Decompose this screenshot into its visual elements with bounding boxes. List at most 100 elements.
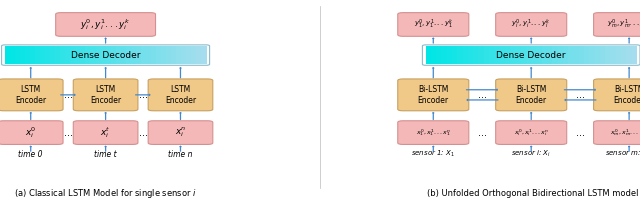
Bar xyxy=(141,46,147,64)
Bar xyxy=(447,46,452,64)
Bar xyxy=(616,46,621,64)
Text: Bi-LSTM
Encoder: Bi-LSTM Encoder xyxy=(516,85,547,105)
Bar xyxy=(426,46,431,64)
Bar xyxy=(611,46,616,64)
Bar xyxy=(181,46,187,64)
Bar xyxy=(45,46,51,64)
Text: $x_i^t$: $x_i^t$ xyxy=(100,125,111,140)
FancyBboxPatch shape xyxy=(56,13,156,36)
Bar xyxy=(494,46,500,64)
Bar xyxy=(25,46,31,64)
Bar xyxy=(125,46,131,64)
Bar xyxy=(489,46,495,64)
Bar xyxy=(515,46,521,64)
Bar xyxy=(510,46,516,64)
FancyBboxPatch shape xyxy=(594,79,640,111)
Text: $x_i^n$: $x_i^n$ xyxy=(175,126,186,139)
Bar xyxy=(171,46,177,64)
Bar xyxy=(50,46,56,64)
Bar xyxy=(35,46,41,64)
Bar xyxy=(20,46,26,64)
Bar xyxy=(520,46,527,64)
Bar xyxy=(536,46,543,64)
Bar xyxy=(595,46,600,64)
Bar xyxy=(156,46,162,64)
Bar xyxy=(621,46,627,64)
Text: ...: ... xyxy=(478,90,487,100)
Bar xyxy=(589,46,595,64)
Bar xyxy=(547,46,553,64)
Bar xyxy=(473,46,479,64)
FancyBboxPatch shape xyxy=(495,13,567,36)
Bar xyxy=(573,46,579,64)
Bar xyxy=(136,46,141,64)
Bar xyxy=(116,46,122,64)
Text: $y_m^0, y_m^1 ... y_m^k$: $y_m^0, y_m^1 ... y_m^k$ xyxy=(607,18,640,31)
Text: sensor 1: $X_1$: sensor 1: $X_1$ xyxy=(412,149,455,159)
Text: ...: ... xyxy=(63,128,73,138)
Text: LSTM
Encoder: LSTM Encoder xyxy=(90,85,121,105)
Text: sensor m: $X_m$: sensor m: $X_m$ xyxy=(605,149,640,159)
Text: $y_i^0, y_i^1 ... y_i^k$: $y_i^0, y_i^1 ... y_i^k$ xyxy=(511,18,551,31)
Text: $y_i^0, y_i^1 ... y_i^k$: $y_i^0, y_i^1 ... y_i^k$ xyxy=(81,17,131,32)
Bar xyxy=(95,46,101,64)
Bar xyxy=(5,46,10,64)
FancyBboxPatch shape xyxy=(398,13,468,36)
FancyBboxPatch shape xyxy=(398,79,468,111)
Bar xyxy=(186,46,192,64)
Bar xyxy=(10,46,15,64)
Text: Dense Decoder: Dense Decoder xyxy=(71,51,140,60)
Bar xyxy=(176,46,182,64)
Bar xyxy=(436,46,442,64)
Bar xyxy=(505,46,511,64)
FancyBboxPatch shape xyxy=(73,121,138,144)
Bar xyxy=(81,46,86,64)
Bar xyxy=(579,46,584,64)
Bar xyxy=(632,46,637,64)
FancyBboxPatch shape xyxy=(148,79,212,111)
Bar xyxy=(166,46,172,64)
Text: Dense Decoder: Dense Decoder xyxy=(497,51,566,60)
FancyBboxPatch shape xyxy=(148,121,212,144)
Bar xyxy=(161,46,166,64)
FancyBboxPatch shape xyxy=(495,79,567,111)
Bar xyxy=(568,46,574,64)
Bar xyxy=(552,46,558,64)
Text: sensor i: $X_i$: sensor i: $X_i$ xyxy=(511,149,551,159)
Text: LSTM
Encoder: LSTM Encoder xyxy=(165,85,196,105)
Bar xyxy=(557,46,564,64)
Bar xyxy=(131,46,136,64)
Bar xyxy=(457,46,463,64)
Text: ...: ... xyxy=(576,128,585,138)
Bar xyxy=(468,46,474,64)
Bar xyxy=(600,46,605,64)
FancyBboxPatch shape xyxy=(0,121,63,144)
Bar xyxy=(563,46,569,64)
Text: Bi-LSTM
Encoder: Bi-LSTM Encoder xyxy=(418,85,449,105)
Bar xyxy=(499,46,506,64)
Text: $x_i^0, x_i^1 ... x_i^n$: $x_i^0, x_i^1 ... x_i^n$ xyxy=(514,127,548,138)
Text: time n: time n xyxy=(168,150,193,159)
Text: $y_1^0, y_1^1 ... y_1^k$: $y_1^0, y_1^1 ... y_1^k$ xyxy=(413,18,453,31)
Bar xyxy=(76,46,81,64)
Bar xyxy=(55,46,61,64)
Bar xyxy=(479,46,484,64)
Bar xyxy=(584,46,590,64)
FancyBboxPatch shape xyxy=(594,121,640,144)
Bar xyxy=(65,46,71,64)
Bar xyxy=(30,46,36,64)
Bar xyxy=(531,46,537,64)
Text: $x_i^0$: $x_i^0$ xyxy=(25,125,36,140)
Bar xyxy=(90,46,96,64)
Bar xyxy=(111,46,116,64)
Text: Bi-LSTM
Encoder: Bi-LSTM Encoder xyxy=(614,85,640,105)
Bar xyxy=(146,46,152,64)
Bar xyxy=(100,46,106,64)
Bar xyxy=(15,46,20,64)
Text: ...: ... xyxy=(139,90,148,100)
Bar xyxy=(86,46,91,64)
Text: LSTM
Encoder: LSTM Encoder xyxy=(15,85,46,105)
Bar xyxy=(526,46,532,64)
Bar xyxy=(196,46,202,64)
Bar xyxy=(151,46,157,64)
